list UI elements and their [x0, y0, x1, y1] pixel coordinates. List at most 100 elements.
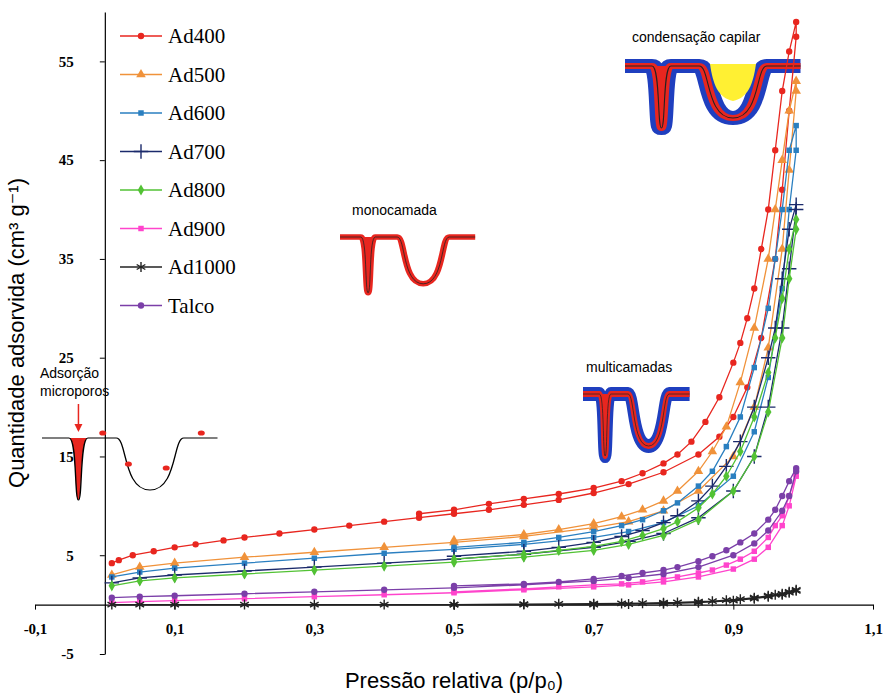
data-point — [789, 197, 803, 211]
data-point — [737, 539, 743, 545]
data-point — [241, 534, 247, 540]
data-point — [786, 493, 791, 498]
legend-item: Ad800 — [120, 178, 225, 202]
data-point — [730, 485, 736, 496]
data-point — [694, 598, 703, 608]
data-point — [772, 147, 778, 153]
data-point — [696, 483, 701, 488]
data-point — [276, 530, 282, 536]
pore-illustration — [583, 394, 690, 456]
data-point — [723, 471, 729, 482]
data-point — [170, 600, 179, 610]
data-point — [766, 535, 771, 540]
data-point — [791, 76, 801, 84]
data-point — [673, 485, 683, 493]
y-axis-line — [105, 13, 106, 655]
data-point — [151, 548, 157, 554]
legend-marker — [138, 110, 143, 115]
data-point — [779, 88, 785, 94]
data-point — [688, 438, 694, 444]
legend-marker — [134, 144, 148, 158]
x-tick-label: 0,7 — [585, 621, 604, 637]
x-tick-label: 0,1 — [166, 621, 185, 637]
data-point — [135, 600, 144, 610]
data-point — [716, 394, 722, 400]
legend-label: Talco — [168, 294, 214, 318]
y-tick-label: 55 — [59, 54, 74, 70]
data-point — [750, 594, 759, 604]
data-point — [793, 123, 798, 128]
data-point — [625, 575, 631, 581]
data-point — [661, 508, 666, 513]
data-point — [618, 478, 624, 484]
data-point — [752, 556, 757, 561]
adsorbed-molecule — [163, 465, 170, 470]
data-point — [786, 48, 792, 54]
data-point — [784, 105, 794, 113]
pore-illustration — [625, 64, 801, 128]
data-point — [618, 536, 624, 547]
data-point — [171, 572, 177, 583]
data-point — [694, 597, 703, 607]
data-point — [758, 246, 764, 252]
y-tick-label: 15 — [59, 449, 74, 465]
data-point — [778, 590, 787, 600]
data-point — [556, 535, 561, 540]
data-point — [659, 599, 668, 609]
data-point — [638, 504, 648, 512]
legend-label: Ad600 — [168, 101, 225, 125]
data-point — [731, 566, 736, 571]
series-line — [112, 474, 796, 602]
data-point — [747, 449, 761, 463]
data-point — [786, 273, 792, 284]
series — [109, 214, 800, 592]
data-point — [772, 332, 778, 343]
data-point — [730, 552, 736, 558]
data-point — [130, 552, 136, 558]
data-point — [521, 582, 527, 588]
data-point — [695, 514, 701, 525]
data-point — [240, 552, 250, 560]
data-point — [451, 554, 457, 565]
data-point — [744, 315, 750, 321]
data-point — [589, 599, 598, 609]
data-point — [786, 503, 791, 508]
data-point — [793, 465, 799, 471]
series — [109, 123, 799, 580]
data-point — [786, 243, 792, 254]
data-point — [751, 530, 757, 536]
data-point — [311, 526, 317, 532]
data-point — [640, 517, 645, 522]
data-point — [116, 557, 122, 563]
data-point — [590, 576, 596, 582]
data-point — [766, 306, 771, 311]
data-point — [786, 148, 791, 153]
data-point — [777, 155, 787, 163]
data-point — [779, 493, 785, 499]
data-point — [660, 523, 666, 534]
adsorbed-molecule — [125, 461, 132, 466]
x-tick-label: 1,1 — [864, 621, 883, 637]
data-point — [346, 522, 352, 528]
data-point — [752, 429, 757, 434]
data-point — [590, 541, 596, 552]
monolayer — [583, 394, 690, 456]
data-point — [751, 411, 757, 422]
y-tick-mark — [100, 160, 105, 161]
legend-label: Ad800 — [168, 178, 225, 202]
series — [109, 465, 800, 601]
data-point — [695, 502, 701, 513]
data-point — [675, 574, 680, 579]
data-point — [723, 547, 729, 553]
y-tick-mark — [100, 456, 105, 457]
legend-item: Ad600 — [120, 101, 225, 125]
y-tick-mark — [100, 358, 105, 359]
legend-item: Ad700 — [120, 140, 225, 164]
data-point — [793, 148, 798, 153]
data-point — [786, 478, 792, 484]
legend-label: Ad400 — [168, 24, 225, 48]
data-point — [450, 600, 459, 610]
series-line — [112, 205, 796, 583]
data-point — [639, 570, 645, 576]
data-point — [694, 466, 704, 474]
